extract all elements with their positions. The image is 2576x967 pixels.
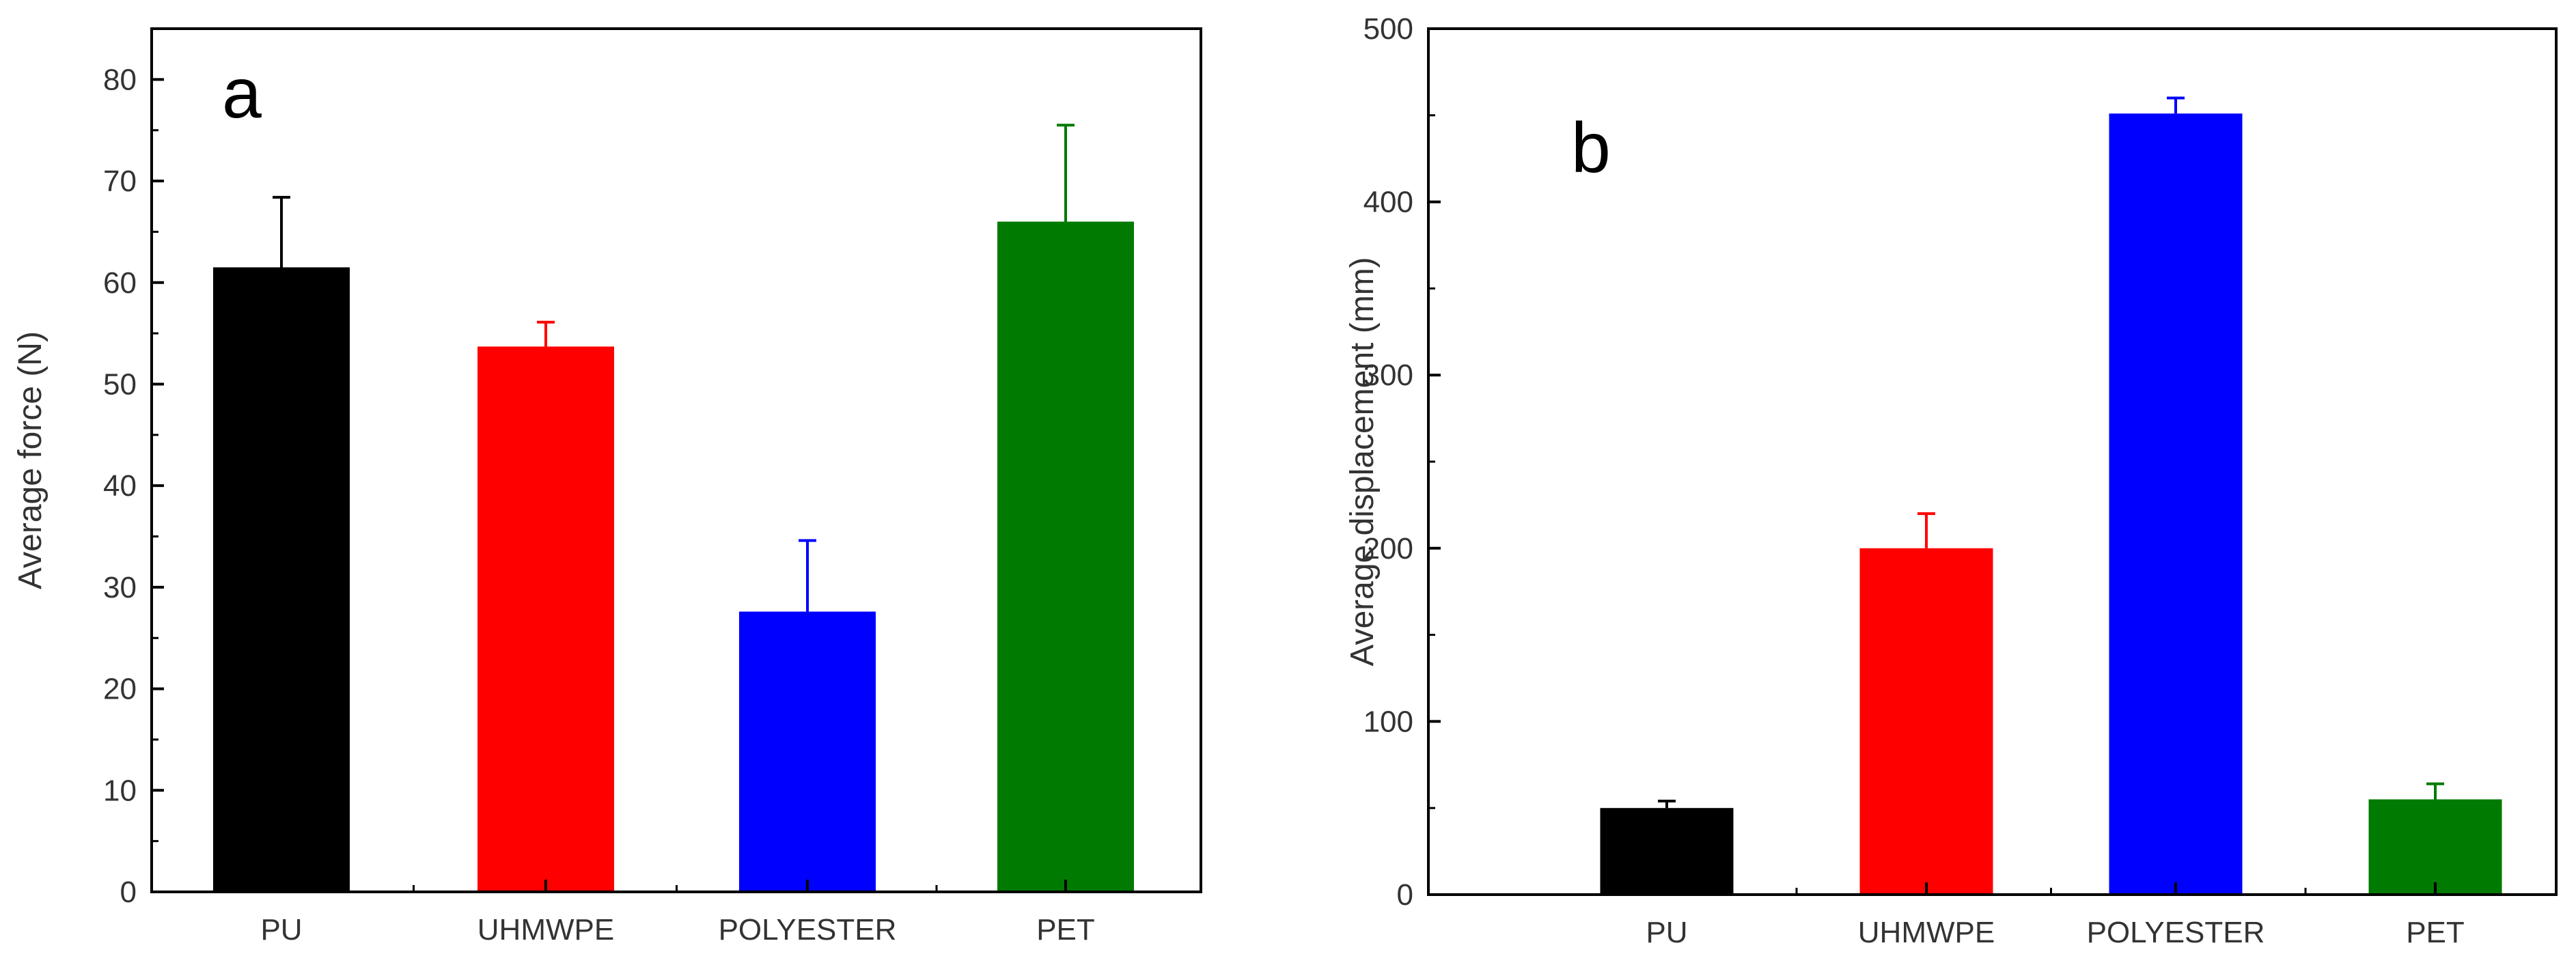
- panel-label: a: [222, 54, 262, 133]
- x-tick-label-uhmwpe: UHMWPE: [1858, 916, 1995, 949]
- y-tick-label: 10: [103, 774, 137, 807]
- y-tick-label: 20: [103, 673, 137, 706]
- y-tick-label: 30: [103, 571, 137, 604]
- bar-uhmwpe: [1859, 548, 1993, 895]
- chart-panel-b: 0 100 200 300 400 500 PU UHMWPE POLYESTER PET Aver…: [1344, 12, 2558, 949]
- bar-pet: [997, 221, 1134, 893]
- chart-panel-a: 0 10 20 30 40 50 60 70 80 PU UHMWPE POLYESTER PET Ave…: [12, 27, 1202, 947]
- y-tick-label: 40: [103, 469, 137, 503]
- y-tick-label: 80: [103, 63, 137, 96]
- y-tick-label: 50: [103, 367, 137, 401]
- y-tick-label: 0: [1397, 878, 1413, 912]
- y-tick-label: 300: [1363, 359, 1413, 392]
- y-tick-label: 60: [103, 266, 137, 300]
- bar-polyester: [739, 611, 876, 892]
- bar-polyester: [2109, 113, 2243, 895]
- x-tick-label-pet: PET: [2406, 916, 2465, 949]
- y-axis-label: Average force (N): [12, 331, 49, 589]
- y-axis-label: Average displacement (mm): [1344, 257, 1381, 666]
- bar-pet: [2368, 799, 2502, 895]
- bar-pu: [213, 267, 350, 892]
- x-tick-label-polyester: POLYESTER: [719, 913, 897, 947]
- x-tick-label-polyester: POLYESTER: [2087, 916, 2265, 949]
- y-tick-label: 100: [1363, 705, 1413, 738]
- y-tick-label: 400: [1363, 186, 1413, 219]
- y-tick-label: 70: [103, 165, 137, 198]
- y-tick-label: 500: [1363, 12, 1413, 46]
- y-tick-label: 200: [1363, 532, 1413, 565]
- x-tick-label-pu: PU: [260, 913, 302, 947]
- y-tick-label: 0: [120, 875, 137, 909]
- x-tick-label-pet: PET: [1036, 913, 1095, 947]
- x-tick-label-pu: PU: [1646, 916, 1687, 949]
- panel-label: b: [1571, 109, 1611, 188]
- bar-pu: [1600, 808, 1734, 895]
- x-tick-label-uhmwpe: UHMWPE: [477, 913, 614, 947]
- bar-uhmwpe: [477, 346, 614, 892]
